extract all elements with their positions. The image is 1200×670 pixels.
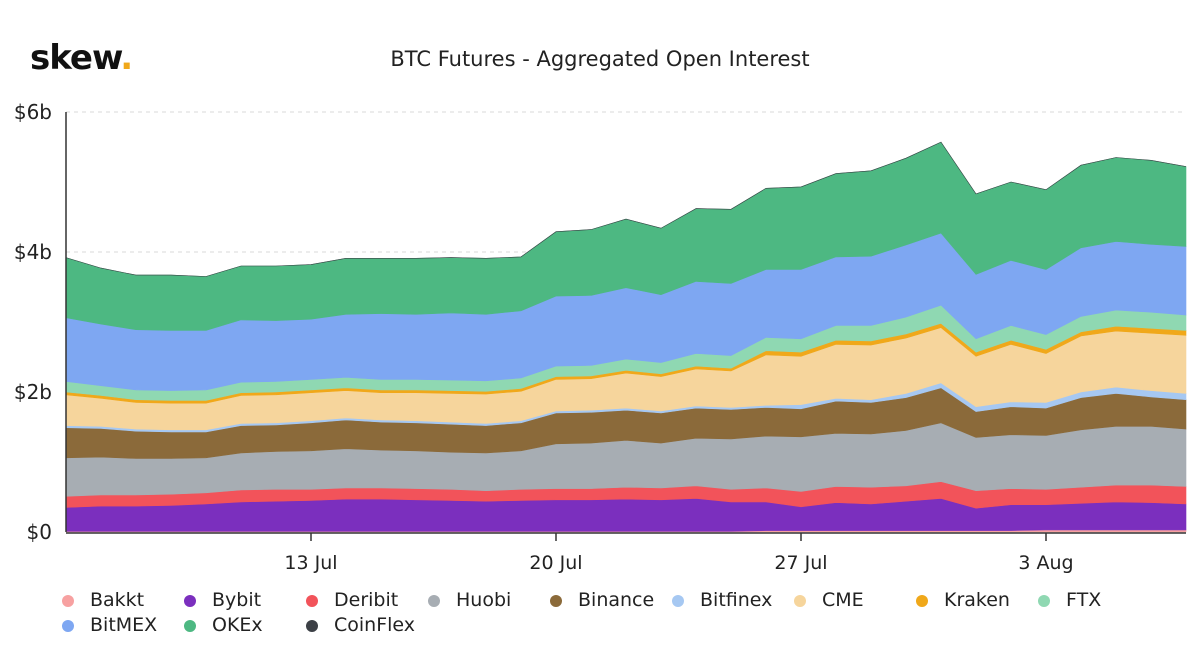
y-tick-label: $6b [14,100,52,124]
legend-swatch [550,595,562,607]
y-tick-label: $0 [27,520,52,544]
legend-swatch [306,595,318,607]
legend-label: Binance [578,589,655,611]
legend-label: Huobi [456,589,512,611]
legend-swatch [184,620,196,632]
series-areas [65,141,1187,533]
series-area-coinflex [65,141,1187,277]
y-tick-label: $4b [14,240,52,264]
y-tick-label: $2b [14,380,52,404]
chart-title: BTC Futures - Aggregated Open Interest [390,47,810,71]
legend-label: Bybit [212,589,262,611]
legend-label: OKEx [212,614,263,636]
legend-swatch [428,595,440,607]
legend-swatch [1038,595,1050,607]
legend-label: BitMEX [90,614,158,636]
logo-text: skew [30,38,121,78]
legend-swatch [306,620,318,632]
legend-label: CME [822,589,864,611]
legend-swatch [916,595,928,607]
legend-swatch [184,595,196,607]
x-tick-label: 13 Jul [284,552,337,574]
x-tick-label: 20 Jul [529,552,582,574]
legend-label: CoinFlex [334,614,416,636]
legend-label: Kraken [944,589,1010,611]
axes: $0 $2b $4b $6b 13 Jul 20 Jul 27 Jul 3 Aug [14,100,1186,574]
x-tick-label: 27 Jul [774,552,827,574]
legend-swatch [794,595,806,607]
legend-swatch [672,595,684,607]
legend-label: Bakkt [90,589,145,611]
skew-logo: skew. [30,38,133,78]
legend-swatch [62,595,74,607]
legend-label: FTX [1066,589,1102,611]
legend-label: Deribit [334,589,399,611]
legend-label: Bitfinex [700,589,773,611]
x-tick-label: 3 Aug [1018,552,1073,574]
legend-swatch [62,620,74,632]
logo-dot: . [120,38,133,78]
